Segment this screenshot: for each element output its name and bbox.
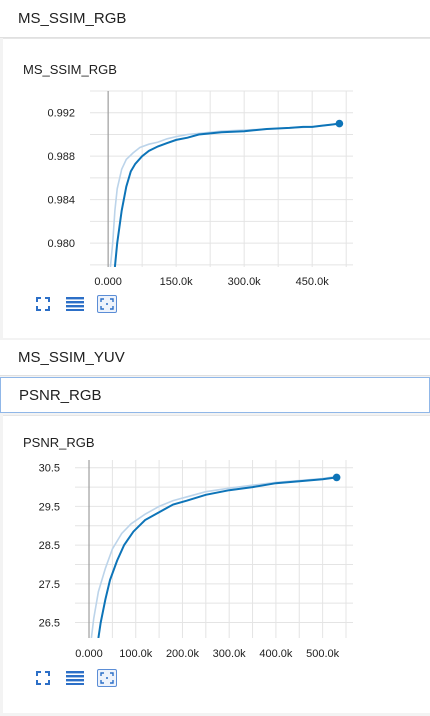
x-tick: 300.0k xyxy=(213,648,247,660)
x-tick: 150.0k xyxy=(160,276,194,288)
y-tick-label: 0.984 xyxy=(47,195,75,207)
x-tick-label: 0.000 xyxy=(75,648,103,660)
fit-icon[interactable] xyxy=(97,669,117,687)
x-tick: 0.000 xyxy=(94,276,122,288)
x-tick: 400.0k xyxy=(259,648,293,660)
y-tick-label: 29.5 xyxy=(39,501,60,513)
series-line-smoothed xyxy=(98,477,336,638)
section-header-psnr-rgb[interactable]: PSNR_RGB xyxy=(0,377,430,413)
x-tick-label: 400.0k xyxy=(259,648,293,660)
series-line-raw xyxy=(110,124,339,267)
y-tick: 29.5 xyxy=(39,501,60,513)
x-tick: 0.000 xyxy=(75,648,103,660)
x-tick: 100.0k xyxy=(119,648,153,660)
chart-toolbar xyxy=(33,295,117,313)
series-endpoint-marker xyxy=(333,474,341,482)
x-tick-label: 0.000 xyxy=(94,276,122,288)
y-tick: 27.5 xyxy=(39,579,60,591)
x-tick-label: 450.0k xyxy=(296,276,330,288)
y-tick-label: 27.5 xyxy=(39,579,60,591)
x-tick-label: 300.0k xyxy=(213,648,247,660)
y-tick-label: 0.988 xyxy=(47,151,75,163)
section-header-ms-ssim-yuv[interactable]: MS_SSIM_YUV xyxy=(0,340,430,376)
y-tick: 0.992 xyxy=(47,108,75,120)
series-endpoint-marker xyxy=(336,120,344,128)
expand-icon[interactable] xyxy=(33,295,53,313)
series-line-raw xyxy=(91,477,336,638)
y-tick: 0.988 xyxy=(47,151,75,163)
y-tick: 30.5 xyxy=(39,463,60,475)
y-tick: 0.984 xyxy=(47,195,75,207)
x-tick: 200.0k xyxy=(166,648,200,660)
y-tick-label: 26.5 xyxy=(39,618,60,630)
list-icon[interactable] xyxy=(65,295,85,313)
expand-icon[interactable] xyxy=(33,669,53,687)
x-tick-label: 500.0k xyxy=(306,648,340,660)
y-tick: 26.5 xyxy=(39,618,60,630)
x-tick: 300.0k xyxy=(228,276,262,288)
section-title: PSNR_RGB xyxy=(19,387,102,404)
chart-card-ms-ssim-rgb: MS_SSIM_RGB 0.980 0.984 0.988 0.992 0.000 150… xyxy=(3,38,430,338)
x-tick-label: 300.0k xyxy=(228,276,262,288)
fit-icon[interactable] xyxy=(97,295,117,313)
y-tick-label: 30.5 xyxy=(39,463,60,475)
list-icon[interactable] xyxy=(65,669,85,687)
chart-card-psnr-rgb: PSNR_RGB 26.5 27.5 28.5 29.5 30.5 0.000 100.0k… xyxy=(3,415,430,713)
x-tick-label: 200.0k xyxy=(166,648,200,660)
section-title: MS_SSIM_YUV xyxy=(18,349,125,366)
y-tick: 28.5 xyxy=(39,540,60,552)
x-tick-label: 100.0k xyxy=(119,648,153,660)
chart-ms-ssim-rgb[interactable]: 0.980 0.984 0.988 0.992 0.000 150.0k 300.0k 450… xyxy=(3,39,430,339)
x-tick-label: 150.0k xyxy=(160,276,194,288)
x-tick: 450.0k xyxy=(296,276,330,288)
y-tick: 0.980 xyxy=(47,238,75,250)
y-tick-label: 0.980 xyxy=(47,238,75,250)
x-tick: 500.0k xyxy=(306,648,340,660)
y-tick-label: 0.992 xyxy=(47,108,75,120)
y-tick-label: 28.5 xyxy=(39,540,60,552)
section-title: MS_SSIM_RGB xyxy=(18,10,126,27)
section-header-ms-ssim-rgb[interactable]: MS_SSIM_RGB xyxy=(0,0,430,38)
chart-toolbar xyxy=(33,669,117,687)
